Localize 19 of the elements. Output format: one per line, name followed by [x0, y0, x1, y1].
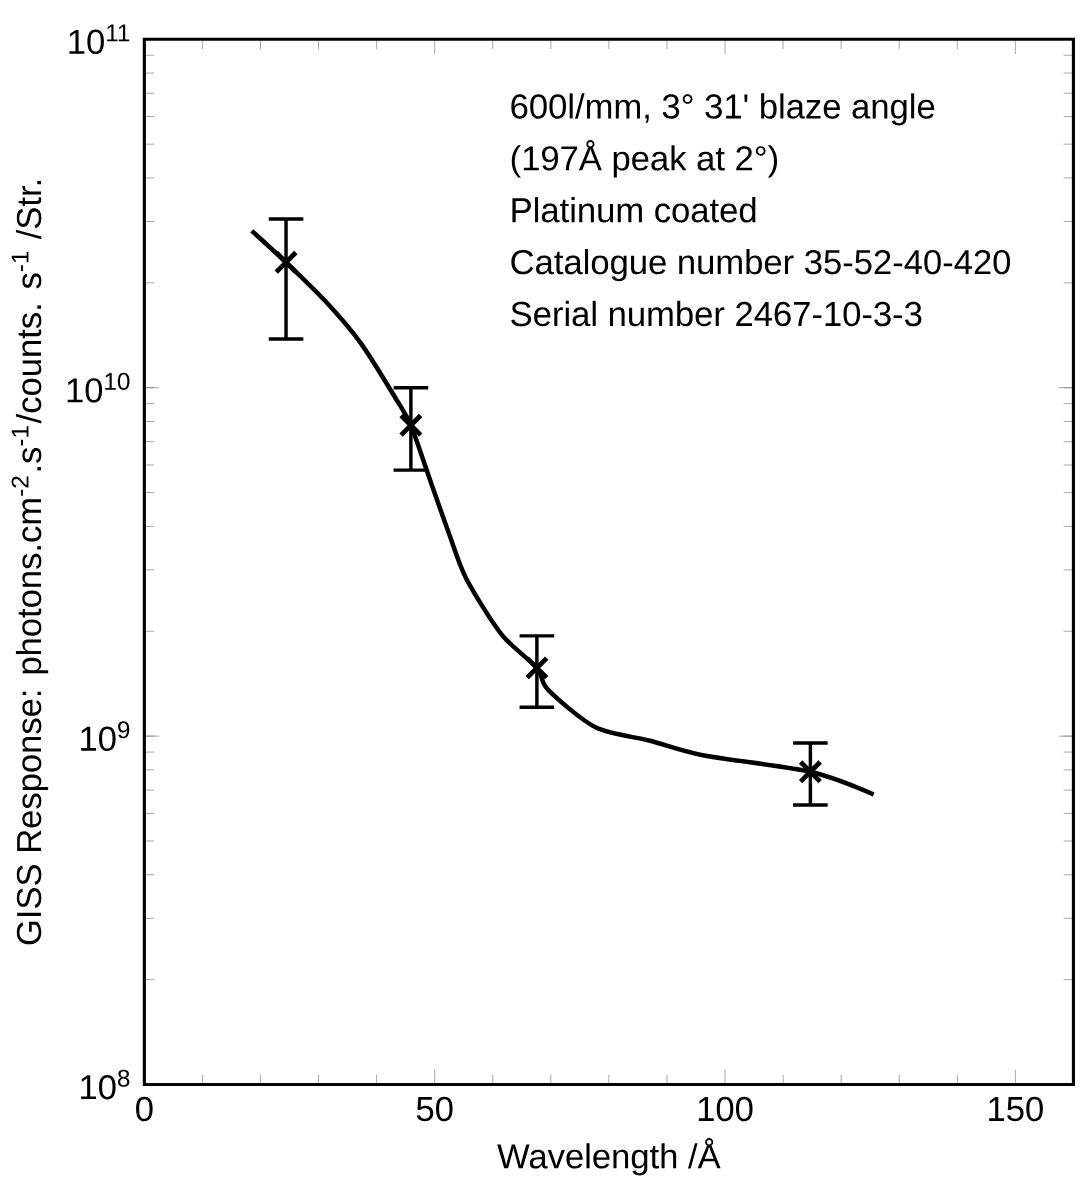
- x-tick-label: 0: [136, 1096, 153, 1122]
- y-axis-title: GISS Response: photons.cm$^{-2}$.s$^{-1}$/counts. s$^{-1}$ /Str.: [11, 180, 49, 945]
- y-tick-label: 10$^{11}$: [69, 24, 130, 55]
- x-tick-label: 150: [989, 1096, 1043, 1122]
- x-tick-label: 100: [698, 1096, 753, 1122]
- annotation: Catalogue number 35-52-40-420: [511, 248, 1010, 282]
- y-tick-label: 10$^{10}$: [67, 372, 130, 403]
- point: [798, 759, 823, 785]
- point: [524, 655, 550, 681]
- point: [273, 250, 299, 275]
- y-tick-label: 10$^{9}$: [81, 721, 130, 752]
- annotation: Serial number 2467-10-3-3: [511, 300, 922, 327]
- annotation: 600l/mm, 3° 31' blaze angle: [511, 93, 935, 126]
- y-tick-label: 10$^{8}$: [81, 1069, 130, 1100]
- point: [398, 413, 424, 438]
- x-axis-title: Wavelength /Å: [497, 1138, 721, 1176]
- annotation: Platinum coated: [512, 197, 756, 223]
- x-tick-label: 50: [416, 1096, 453, 1122]
- annotation: (197Å peak at 2°): [511, 140, 777, 178]
